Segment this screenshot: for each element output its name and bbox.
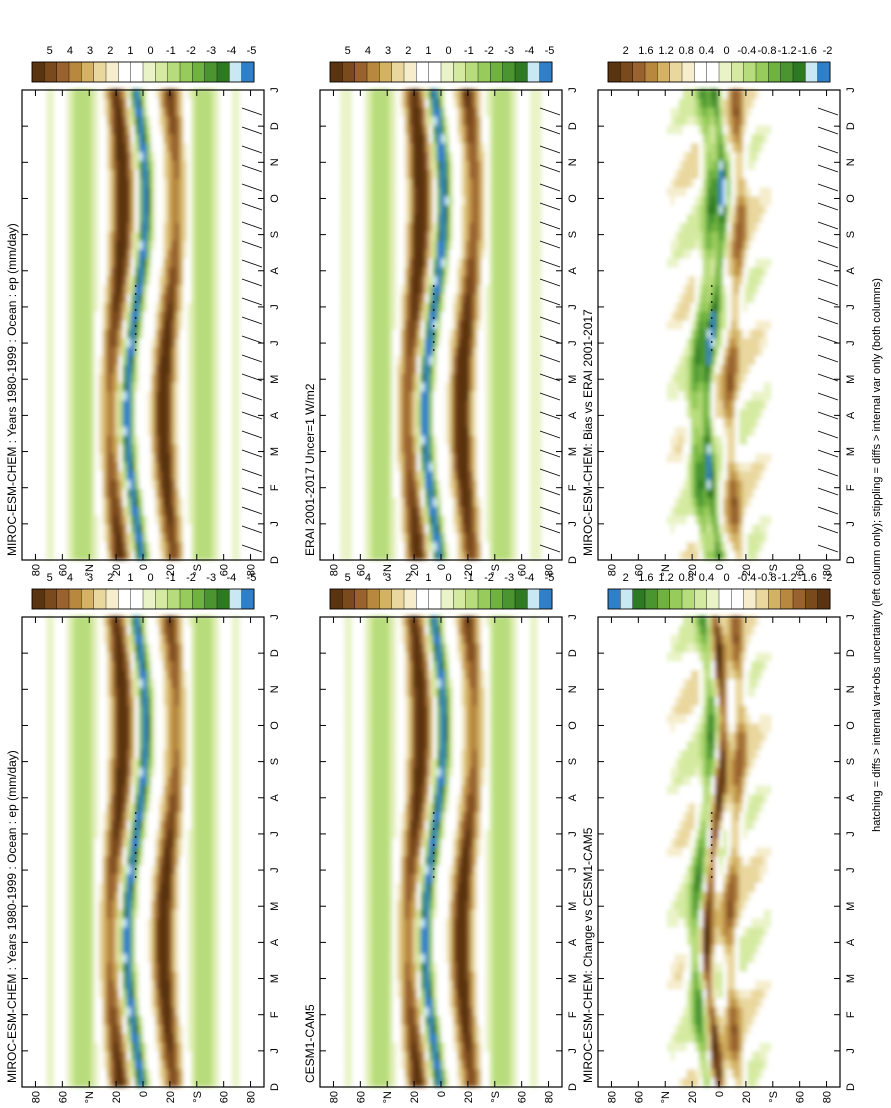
x-tick-label: F	[269, 484, 281, 491]
colorbar-swatch	[131, 62, 144, 82]
y-tick-label: 80	[30, 564, 42, 576]
x-tick-label: O	[269, 194, 281, 203]
colorbar-label: -2	[186, 45, 196, 57]
colorbar-label: 5	[47, 45, 53, 57]
y-tick-label: 0	[138, 564, 150, 570]
colorbar-swatch	[57, 62, 70, 82]
colorbar-swatch	[180, 62, 193, 82]
x-tick-label: S	[269, 231, 281, 238]
colorbar-swatch	[229, 62, 242, 82]
colorbar-swatch	[32, 62, 45, 82]
stipple-dot	[135, 309, 137, 311]
x-tick-label: A	[269, 411, 281, 419]
x-tick-label: M	[269, 447, 281, 456]
x-tick-label: A	[269, 266, 281, 274]
stipple-dot	[135, 349, 137, 351]
colorbar-swatch	[205, 62, 218, 82]
colorbar-swatch	[242, 62, 255, 82]
stipple-dot	[135, 317, 137, 319]
colorbar-swatch	[106, 62, 119, 82]
x-tick-label: D	[269, 556, 281, 564]
colorbar-swatch	[69, 62, 82, 82]
colorbar-swatch	[81, 62, 94, 82]
colorbar-label: 1	[127, 45, 133, 57]
colorbar-swatch	[118, 62, 131, 82]
x-tick-label: N	[269, 158, 281, 166]
colorbar-label: -1	[166, 45, 176, 57]
colorbar-label: 3	[87, 45, 93, 57]
x-tick-label: J	[269, 304, 281, 310]
stipple-dot	[135, 301, 137, 303]
colorbar-label: 0	[148, 45, 154, 57]
colorbar-label: 2	[107, 45, 113, 57]
colorbar-swatch	[217, 62, 230, 82]
stipple-dot	[135, 293, 137, 295]
colorbar-swatch	[143, 62, 156, 82]
plot-area	[22, 616, 265, 1087]
colorbar-swatch	[44, 62, 57, 82]
x-tick-label: J	[269, 340, 281, 346]
x-tick-label: M	[269, 375, 281, 384]
colorbar-swatch	[192, 62, 205, 82]
stipple-dot	[135, 325, 137, 327]
x-tick-label: D	[269, 122, 281, 130]
colorbar-label: -3	[206, 45, 216, 57]
colorbar-label: -5	[247, 45, 257, 57]
colorbar-swatch	[155, 62, 168, 82]
colorbar-label: 4	[67, 45, 73, 57]
colorbar-swatch	[94, 62, 107, 82]
stipple-dot	[135, 285, 137, 287]
colorbar-swatch	[168, 62, 181, 82]
stipple-dot	[135, 333, 137, 335]
panel-title: MIROC-ESM-CHEM : Years 1980-1999 : Ocean…	[5, 223, 19, 556]
colorbar: 5 4 3 2 1 0 -1 -2 -3 -4 -5	[32, 45, 256, 82]
x-tick-label: J	[269, 87, 281, 93]
heatmap-cells	[22, 616, 265, 1087]
stipple-dot	[135, 341, 137, 343]
colorbar-label: -4	[226, 45, 236, 57]
plot-area	[22, 89, 265, 560]
x-tick-label: J	[269, 521, 281, 527]
heatmap-cells	[22, 89, 265, 560]
